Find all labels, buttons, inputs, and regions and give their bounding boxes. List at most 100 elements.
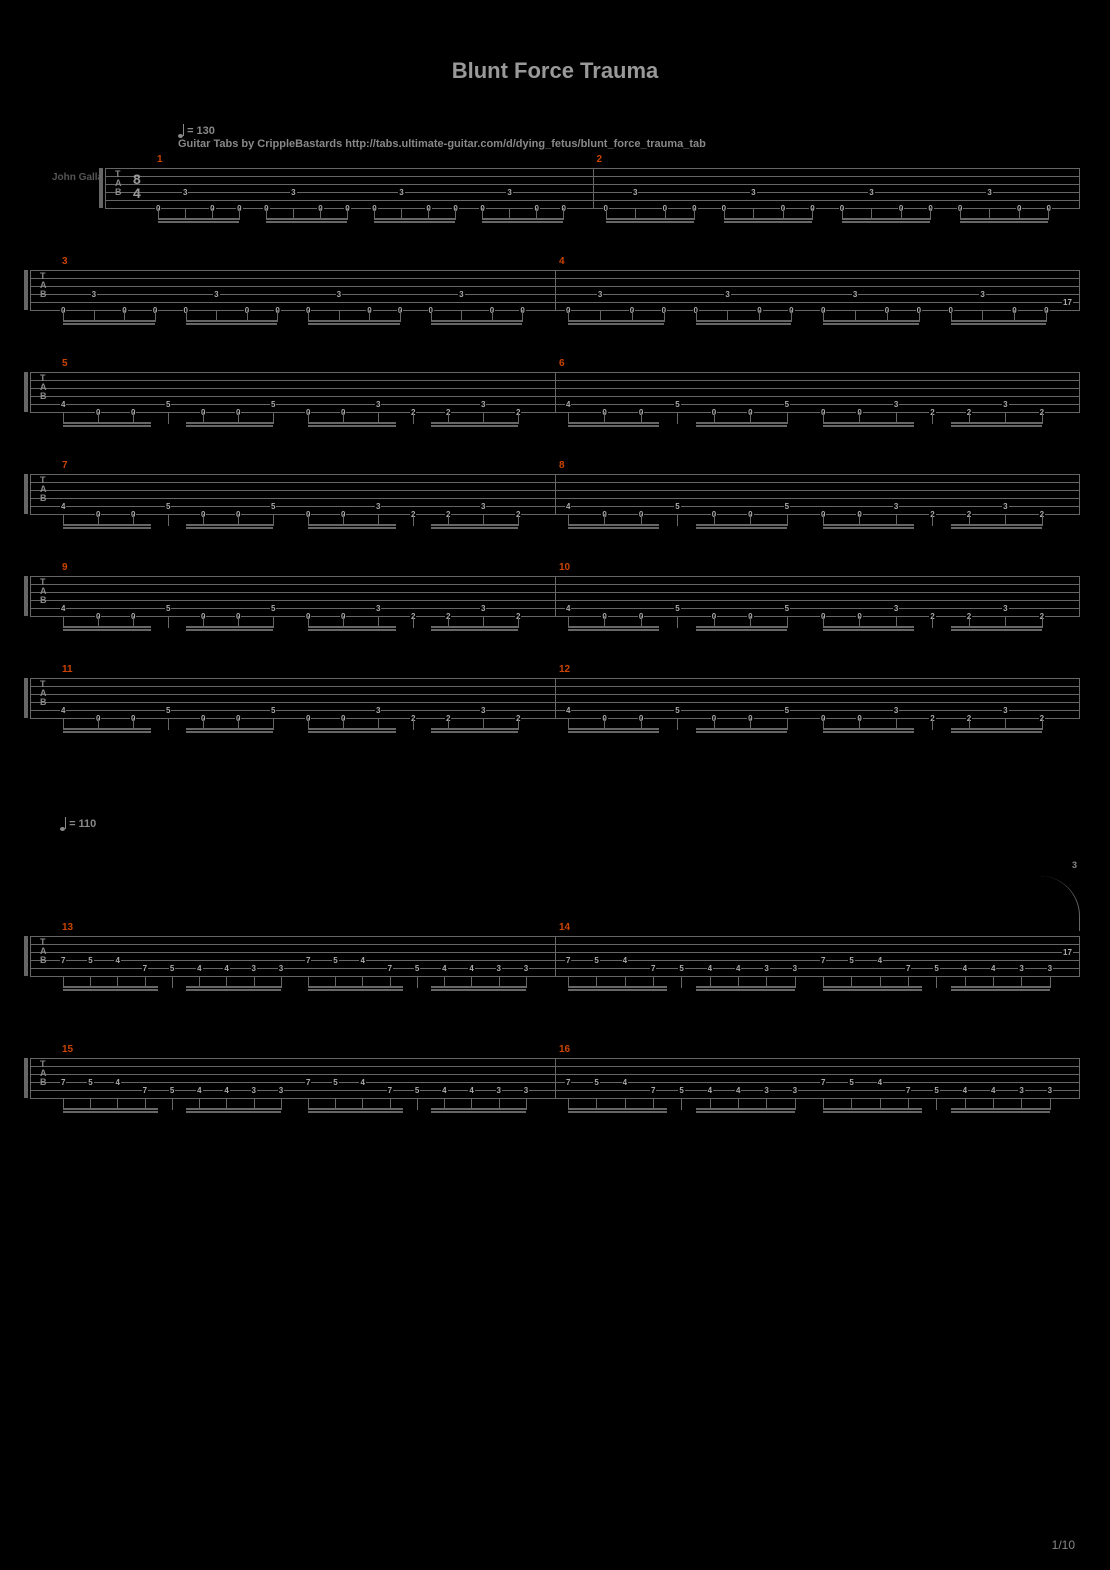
credits-text: Guitar Tabs by CrippleBastards http://ta…: [178, 138, 706, 150]
fret-number: 5: [784, 706, 790, 715]
fret-number: 7: [60, 1078, 66, 1087]
measure-number: 14: [559, 922, 570, 933]
fret-number: 5: [848, 1078, 854, 1087]
fret-number: 3: [852, 290, 858, 299]
fret-number: 3: [182, 188, 188, 197]
fret-number: 3: [986, 188, 992, 197]
fret-number: 4: [114, 1078, 120, 1087]
fret-number: 4: [441, 1086, 447, 1095]
fret-number: 5: [933, 1086, 939, 1095]
instrument-label: John Galla: [52, 172, 103, 183]
slur-curve: [1020, 876, 1080, 931]
fret-number: 3: [893, 604, 899, 613]
fret-number: 4: [622, 956, 628, 965]
fret-number: 5: [784, 400, 790, 409]
fret-number: 7: [305, 956, 311, 965]
fret-number: 3: [290, 188, 296, 197]
fret-number: 5: [674, 502, 680, 511]
time-signature: 84: [133, 172, 141, 200]
fret-number: 3: [893, 400, 899, 409]
fret-number: 7: [905, 1086, 911, 1095]
fret-number: 4: [990, 964, 996, 973]
fret-number: 5: [593, 956, 599, 965]
fret-number: 5: [270, 400, 276, 409]
measure-number: 13: [62, 922, 73, 933]
fret-number: 3: [1047, 1086, 1053, 1095]
fret-number: 5: [674, 604, 680, 613]
fret-number: 3: [496, 964, 502, 973]
fret-number: 5: [165, 502, 171, 511]
fret-number: 4: [60, 706, 66, 715]
fret-number: 3: [763, 1086, 769, 1095]
fret-number: 3: [375, 706, 381, 715]
fret-number: 4: [196, 1086, 202, 1095]
fret-number: 3: [480, 502, 486, 511]
tab-clef: TAB: [40, 374, 47, 401]
fret-number: 5: [169, 964, 175, 973]
fret-number: 5: [169, 1086, 175, 1095]
fret-number: 4: [565, 604, 571, 613]
fret-number: 5: [674, 706, 680, 715]
fret-number: 17: [1062, 948, 1073, 957]
fret-number: 5: [784, 502, 790, 511]
fret-number: 3: [893, 706, 899, 715]
measure-number: 10: [559, 562, 570, 573]
tab-clef: TAB: [115, 170, 122, 197]
fret-number: 7: [142, 964, 148, 973]
fret-number: 3: [763, 964, 769, 973]
fret-number: 5: [848, 956, 854, 965]
fret-number: 4: [114, 956, 120, 965]
fret-number: 3: [632, 188, 638, 197]
fret-number: 5: [165, 706, 171, 715]
measure-number: 9: [62, 562, 68, 573]
fret-number: 3: [480, 400, 486, 409]
fret-number: 3: [213, 290, 219, 299]
fret-number: 4: [622, 1078, 628, 1087]
fret-number: 3: [375, 400, 381, 409]
fret-number: 5: [784, 604, 790, 613]
fret-number: 7: [820, 1078, 826, 1087]
quarter-note-icon: [178, 124, 184, 138]
fret-number: 3: [496, 1086, 502, 1095]
measure-number: 2: [597, 154, 603, 165]
fret-number: 3: [523, 964, 529, 973]
tab-clef: TAB: [40, 272, 47, 299]
fret-number: 7: [565, 1078, 571, 1087]
fret-number: 7: [650, 964, 656, 973]
fret-number: 3: [792, 964, 798, 973]
measure-number: 4: [559, 256, 565, 267]
fret-number: 3: [750, 188, 756, 197]
fret-number: 4: [962, 1086, 968, 1095]
fret-number: 3: [91, 290, 97, 299]
quarter-note-icon-2: [60, 817, 66, 831]
fret-number: 4: [962, 964, 968, 973]
triplet-marker: 3: [1072, 860, 1077, 870]
fret-number: 3: [1002, 400, 1008, 409]
tab-clef: TAB: [40, 938, 47, 965]
fret-number: 3: [523, 1086, 529, 1095]
fret-number: 4: [223, 1086, 229, 1095]
fret-number: 5: [270, 502, 276, 511]
fret-number: 3: [1002, 604, 1008, 613]
fret-number: 5: [414, 1086, 420, 1095]
fret-number: 5: [674, 400, 680, 409]
measure-number: 3: [62, 256, 68, 267]
fret-number: 4: [196, 964, 202, 973]
measure-number: 16: [559, 1044, 570, 1055]
fret-number: 3: [480, 706, 486, 715]
fret-number: 5: [933, 964, 939, 973]
measure-number: 8: [559, 460, 565, 471]
fret-number: 5: [87, 1078, 93, 1087]
fret-number: 17: [1062, 298, 1073, 307]
fret-number: 5: [678, 1086, 684, 1095]
fret-number: 7: [905, 964, 911, 973]
fret-number: 3: [336, 290, 342, 299]
fret-number: 5: [270, 706, 276, 715]
fret-number: 5: [165, 604, 171, 613]
fret-number: 4: [990, 1086, 996, 1095]
fret-number: 4: [707, 964, 713, 973]
fret-number: 5: [332, 956, 338, 965]
tab-clef: TAB: [40, 1060, 47, 1087]
fret-number: 5: [165, 400, 171, 409]
fret-number: 5: [87, 956, 93, 965]
